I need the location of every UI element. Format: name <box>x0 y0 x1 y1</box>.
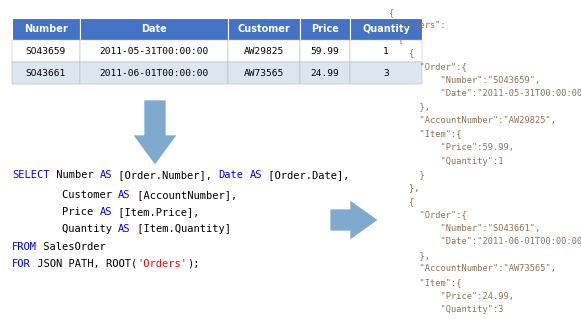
Text: }: } <box>388 318 425 319</box>
Text: AS: AS <box>249 170 262 180</box>
Bar <box>350 62 422 84</box>
Bar <box>228 40 300 62</box>
Bar <box>300 62 350 84</box>
Text: Quantity: Quantity <box>12 224 119 234</box>
Text: [Item.Quantity]: [Item.Quantity] <box>131 224 231 234</box>
Bar <box>228 18 300 40</box>
Text: "Item":{: "Item":{ <box>388 130 461 138</box>
Text: 2011-06-01T00:00:00: 2011-06-01T00:00:00 <box>99 69 209 78</box>
Text: AS: AS <box>119 190 131 200</box>
Text: },: }, <box>388 183 419 192</box>
Text: Number: Number <box>49 170 99 180</box>
Text: );: ); <box>187 259 199 269</box>
Text: {: { <box>388 48 414 57</box>
Text: AW29825: AW29825 <box>244 47 284 56</box>
Text: AS: AS <box>99 170 112 180</box>
Text: "Price":24.99,: "Price":24.99, <box>388 292 514 300</box>
Text: {: { <box>388 197 414 206</box>
Bar <box>300 18 350 40</box>
Polygon shape <box>133 100 177 165</box>
Text: "AccountNumber":"AW29825",: "AccountNumber":"AW29825", <box>388 116 556 125</box>
Text: "Orders":: "Orders": <box>388 21 446 31</box>
Text: [Order.Date],: [Order.Date], <box>262 170 350 180</box>
Text: },: }, <box>388 251 430 260</box>
Bar <box>300 40 350 62</box>
Text: Date: Date <box>141 24 167 34</box>
Text: SELECT: SELECT <box>12 170 49 180</box>
Text: [Order.Number],: [Order.Number], <box>112 170 218 180</box>
Text: Price: Price <box>311 24 339 34</box>
Text: "Item":{: "Item":{ <box>388 278 461 287</box>
Text: 2011-05-31T00:00:00: 2011-05-31T00:00:00 <box>99 47 209 56</box>
Text: 3: 3 <box>383 69 389 78</box>
Bar <box>350 40 422 62</box>
Text: Customer: Customer <box>12 190 119 200</box>
Text: "Date":"2011-06-01T00:00:00": "Date":"2011-06-01T00:00:00" <box>388 238 581 247</box>
Text: "Quantity":1: "Quantity":1 <box>388 157 504 166</box>
Bar <box>12 62 80 84</box>
Text: 24.99: 24.99 <box>311 69 339 78</box>
Text: "Price":59.99,: "Price":59.99, <box>388 143 514 152</box>
Bar <box>12 18 80 40</box>
Text: }: } <box>388 170 425 179</box>
Text: "Order":{: "Order":{ <box>388 62 467 71</box>
Bar <box>80 40 228 62</box>
Text: SO43661: SO43661 <box>26 69 66 78</box>
Text: {: { <box>388 8 393 17</box>
Text: Quantity: Quantity <box>362 24 410 34</box>
Text: 59.99: 59.99 <box>311 47 339 56</box>
Text: },: }, <box>388 102 430 112</box>
Text: "Date":"2011-05-31T00:00:00": "Date":"2011-05-31T00:00:00" <box>388 89 581 98</box>
Text: [AccountNumber],: [AccountNumber], <box>131 190 237 200</box>
Text: SalesOrder: SalesOrder <box>37 242 106 252</box>
Polygon shape <box>330 200 378 240</box>
Text: SO43659: SO43659 <box>26 47 66 56</box>
Text: "Quantity":3: "Quantity":3 <box>388 305 504 314</box>
Text: "Number":"SO43661",: "Number":"SO43661", <box>388 224 540 233</box>
Text: Number: Number <box>24 24 68 34</box>
Text: FOR: FOR <box>12 259 31 269</box>
Text: FROM: FROM <box>12 242 37 252</box>
Text: 1: 1 <box>383 47 389 56</box>
Text: Price: Price <box>12 207 99 217</box>
Text: AW73565: AW73565 <box>244 69 284 78</box>
Text: Date: Date <box>218 170 243 180</box>
Text: "Number":"SO43659",: "Number":"SO43659", <box>388 76 540 85</box>
Text: AS: AS <box>99 207 112 217</box>
Text: "Order":{: "Order":{ <box>388 211 467 219</box>
Text: JSON PATH, ROOT(: JSON PATH, ROOT( <box>31 259 137 269</box>
Text: "AccountNumber":"AW73565",: "AccountNumber":"AW73565", <box>388 264 556 273</box>
Text: AS: AS <box>119 224 131 234</box>
Bar <box>12 40 80 62</box>
Text: 'Orders': 'Orders' <box>137 259 187 269</box>
Bar <box>228 62 300 84</box>
Text: Customer: Customer <box>238 24 290 34</box>
Bar <box>80 18 228 40</box>
Text: [: [ <box>388 35 404 44</box>
Bar <box>350 18 422 40</box>
Text: [Item.Price],: [Item.Price], <box>112 207 199 217</box>
Bar <box>80 62 228 84</box>
